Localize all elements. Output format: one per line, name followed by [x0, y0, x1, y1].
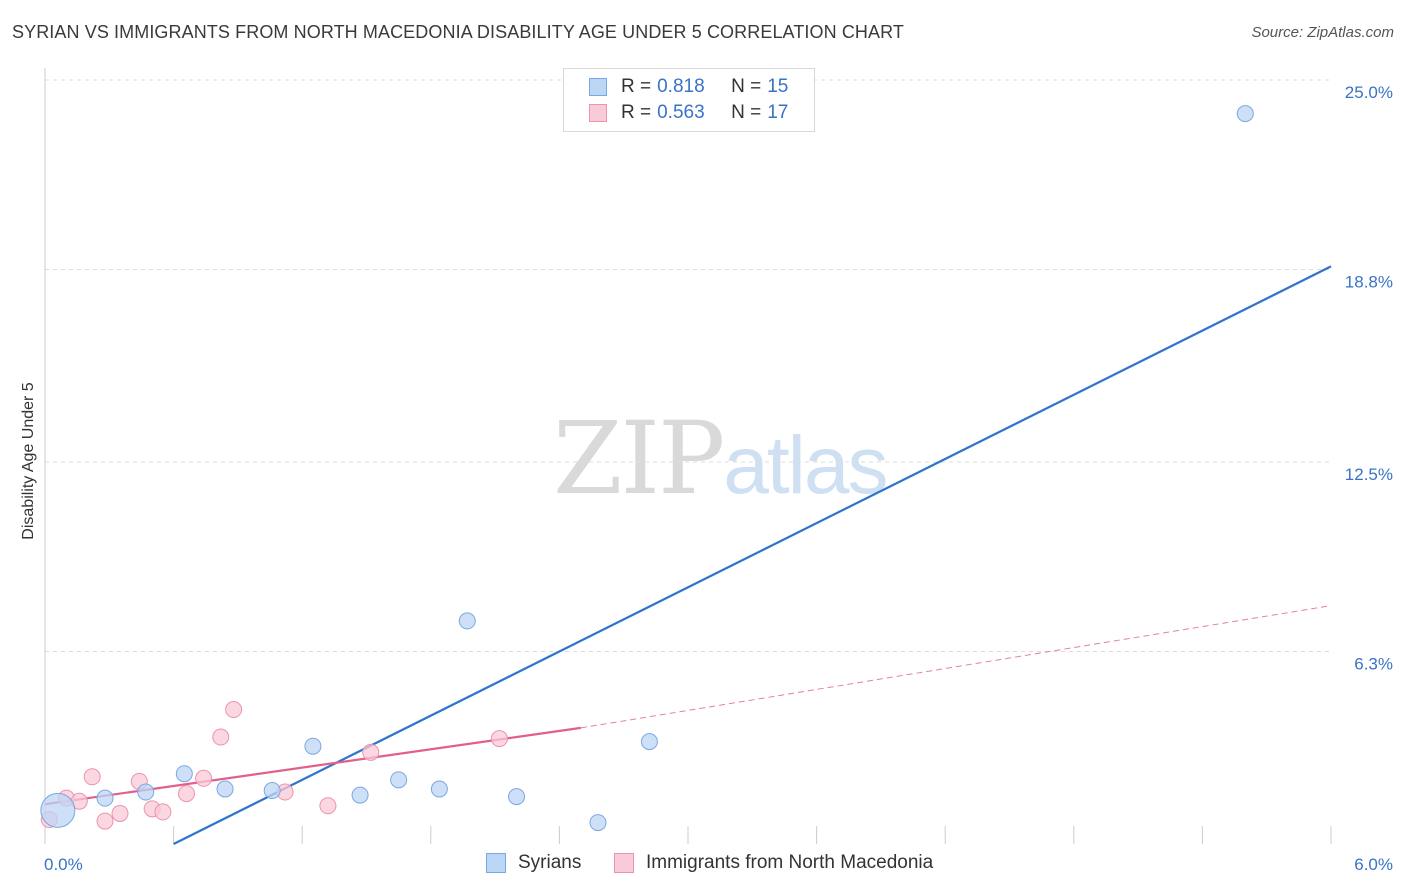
legend-label-macedonia: Immigrants from North Macedonia [646, 852, 934, 873]
legend-swatch-macedonia [614, 853, 634, 873]
point-macedonia [154, 803, 172, 821]
y-tick-label: 6.3% [1354, 654, 1393, 673]
point-macedonia [96, 812, 114, 830]
y-tick-label: 18.8% [1345, 272, 1393, 291]
point-syrians [137, 783, 155, 801]
legend-n-label: N = [731, 76, 762, 97]
source-label: Source: ZipAtlas.com [1251, 24, 1394, 41]
point-macedonia [111, 804, 129, 822]
legend-swatch-syrians [589, 78, 607, 96]
point-macedonia [319, 797, 337, 815]
x-tick-label: 6.0% [1354, 855, 1393, 874]
watermark-zip: ZIP [553, 400, 725, 517]
point-macedonia [362, 743, 380, 761]
watermark-atlas: atlas [723, 420, 888, 511]
point-syrians [304, 737, 322, 755]
point-syrians [263, 782, 281, 800]
tick-labels: 6.3% 12.5% 18.8% 25.0% 0.0% 6.0% Disability Ag… [20, 83, 1393, 874]
point-syrians [1236, 105, 1254, 123]
point-syrians [175, 765, 193, 783]
correlation-legend: R = 0.818 N = 15 R = 0.563 N = 17 [563, 68, 815, 132]
point-macedonia [490, 730, 508, 748]
point-syrians [40, 792, 76, 828]
legend-r-label: R = [621, 102, 652, 123]
trend-lines [44, 265, 1332, 845]
chart-title: SYRIAN VS IMMIGRANTS FROM NORTH MACEDONI… [12, 22, 905, 42]
legend-item-syrians: Syrians [486, 852, 581, 874]
legend-row-macedonia: R = 0.563 N = 17 [589, 101, 788, 125]
point-syrians [390, 771, 408, 789]
point-syrians [508, 788, 526, 806]
legend-r-label: R = [621, 76, 652, 97]
legend-swatch-syrians [486, 853, 506, 873]
point-macedonia [177, 785, 195, 803]
point-macedonia [195, 769, 213, 787]
point-macedonia [83, 768, 101, 786]
point-syrians [458, 612, 476, 630]
point-syrians [216, 780, 234, 798]
y-axis-title: Disability Age Under 5 [20, 382, 37, 540]
point-syrians [640, 733, 658, 751]
y-tick-label: 12.5% [1345, 465, 1393, 484]
legend-n-value-macedonia: 17 [767, 102, 789, 123]
legend-swatch-macedonia [589, 104, 607, 122]
legend-row-syrians: R = 0.818 N = 15 [589, 75, 788, 99]
legend-r-value-macedonia: 0.563 [657, 102, 705, 123]
y-tick-label: 25.0% [1345, 83, 1393, 102]
x-tick-label: 0.0% [44, 855, 83, 874]
point-syrians [430, 780, 448, 798]
point-syrians [96, 789, 114, 807]
series-legend: Syrians Immigrants from North Macedonia [0, 852, 1406, 876]
legend-n-value-syrians: 15 [767, 76, 789, 97]
point-syrians [589, 814, 607, 832]
point-syrians [351, 786, 369, 804]
point-macedonia [212, 728, 230, 746]
trend-line-syrians [173, 265, 1332, 845]
watermark: ZIPatlas [553, 400, 889, 517]
legend-r-value-syrians: 0.818 [657, 76, 705, 97]
legend-label-syrians: Syrians [518, 852, 582, 873]
grid-lines [45, 79, 1331, 652]
point-macedonia [225, 701, 243, 719]
legend-n-label: N = [731, 102, 762, 123]
axes [44, 68, 1332, 844]
legend-item-macedonia: Immigrants from North Macedonia [614, 852, 933, 874]
data-points [40, 105, 1254, 832]
trend-line-macedonia-extended [580, 605, 1332, 729]
